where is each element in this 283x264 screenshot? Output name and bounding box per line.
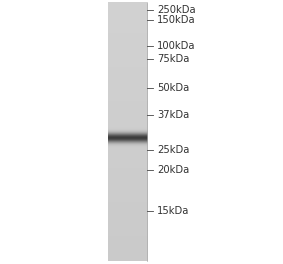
Text: 25kDa: 25kDa (157, 145, 189, 155)
Text: 20kDa: 20kDa (157, 165, 189, 175)
Text: 37kDa: 37kDa (157, 110, 189, 120)
Text: 150kDa: 150kDa (157, 15, 196, 25)
Text: 100kDa: 100kDa (157, 41, 196, 51)
Text: 50kDa: 50kDa (157, 83, 189, 93)
Text: 250kDa: 250kDa (157, 5, 196, 15)
Text: 75kDa: 75kDa (157, 54, 189, 64)
Text: 15kDa: 15kDa (157, 206, 189, 216)
